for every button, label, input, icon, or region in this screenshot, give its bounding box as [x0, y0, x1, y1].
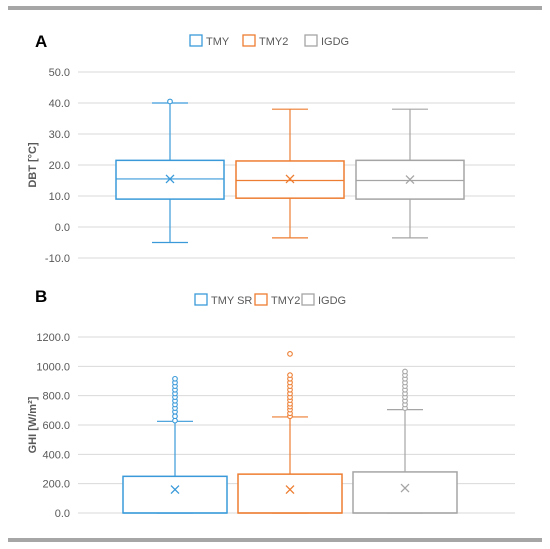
chart-b-box: [122, 475, 228, 514]
chart-a-legend-label: TMY2: [259, 36, 288, 48]
chart-b-ytick-label: 1200.0: [36, 332, 70, 344]
chart-b-outlier-point: [287, 351, 293, 357]
chart-a-mean-marker: [405, 175, 415, 185]
chart-b-outlier-point: [172, 375, 178, 382]
chart-b-outlier-point: [287, 372, 293, 378]
chart-a-legend-label: IGDG: [321, 36, 349, 48]
chart-a-legend-swatch: [242, 34, 256, 47]
chart-b-ytick-label: 0.0: [55, 508, 70, 520]
chart-a-ytick-label: -10.0: [45, 253, 70, 265]
dbt-boxplot-chart: -10.0 0.0 10.0 20.0 30.0 40.0 50.0 DBT [°C] TMY T…: [27, 34, 515, 265]
chart-b-ytick-label: 400.0: [42, 449, 70, 461]
top-rule: [8, 6, 542, 10]
chart-b-legend-label: IGDG: [318, 295, 346, 307]
chart-a-box: [355, 159, 465, 200]
chart-b-mean-marker: [170, 485, 180, 494]
chart-b-legend-label: TMY SR: [211, 295, 252, 307]
chart-b-ytick-label: 200.0: [42, 479, 70, 491]
chart-b-legend-label: TMY2: [271, 295, 300, 307]
chart-a-outlier-point: [167, 98, 173, 105]
chart-a-ytick-label: 10.0: [49, 191, 70, 203]
chart-b-ytick-label: 1000.0: [36, 361, 70, 373]
chart-b-box: [237, 473, 343, 514]
chart-a-ytick-label: 50.0: [49, 67, 70, 79]
panel-letter-a: A: [35, 32, 48, 51]
chart-b-ytick-label: 600.0: [42, 420, 70, 432]
chart-a-ytick-label: 20.0: [49, 160, 70, 172]
panel-letter-b: B: [35, 287, 48, 306]
chart-a-mean-marker: [165, 174, 175, 184]
chart-a-legend-swatch: [304, 34, 318, 47]
chart-b-mean-marker: [285, 485, 295, 494]
chart-b-outlier-point: [402, 368, 408, 375]
chart-a-ytick-label: 40.0: [49, 98, 70, 110]
chart-a-ytick-label: 30.0: [49, 129, 70, 141]
chart-a-legend-swatch: [189, 34, 203, 47]
chart-b-mean-marker: [400, 483, 410, 493]
chart-b-legend-swatch: [194, 293, 208, 306]
chart-b-ytick-label: 800.0: [42, 391, 70, 403]
chart-a-mean-marker: [285, 174, 295, 184]
chart-a-y-axis-title: DBT [°C]: [27, 142, 39, 188]
chart-a-ytick-label: 0.0: [55, 222, 70, 234]
chart-a-legend-label: TMY: [206, 36, 230, 48]
chart-b-legend-swatch: [301, 293, 315, 306]
bottom-rule: [8, 538, 542, 542]
chart-b-box: [352, 471, 458, 514]
chart-b-legend-swatch: [254, 293, 268, 306]
chart-b-y-axis-title: GHI [W/m²]: [27, 396, 39, 453]
ghi-boxplot-chart: 0.0 200.0 400.0 600.0 800.0 1000.0 1200.0 GHI […: [27, 293, 515, 520]
